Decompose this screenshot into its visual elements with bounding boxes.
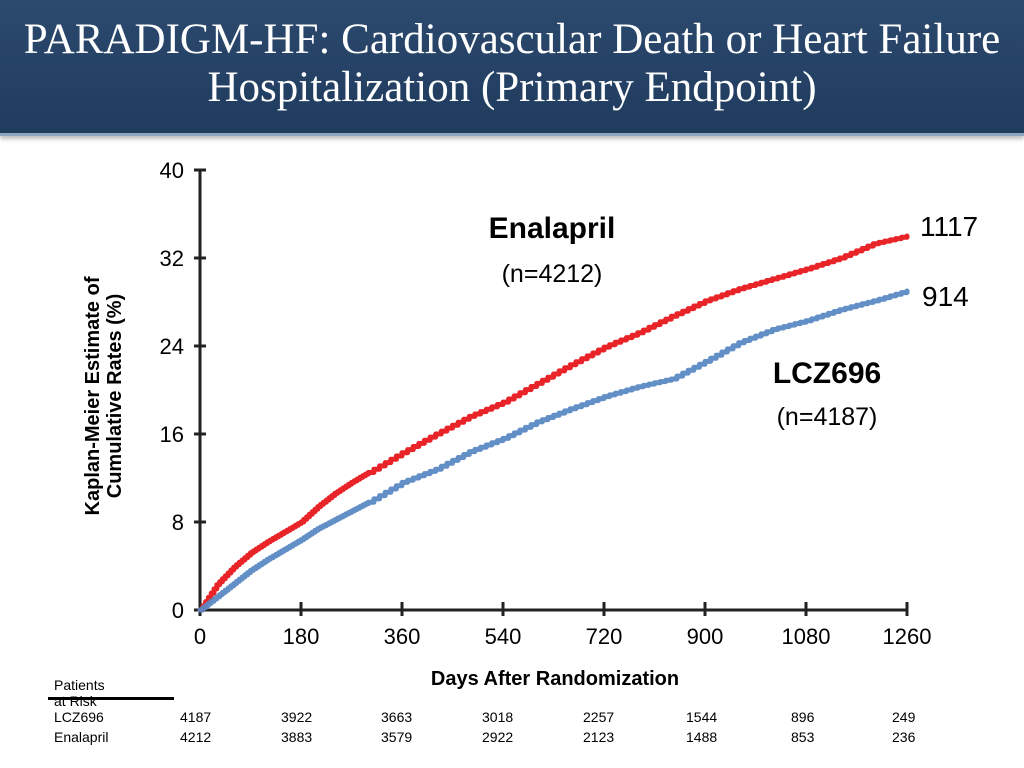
y-tick-label: 16 — [160, 422, 184, 447]
risk-table-title: Patients at Risk — [54, 677, 105, 709]
risk-table-underline — [48, 697, 174, 700]
enalapril-n-label: (n=4212) — [502, 260, 603, 288]
lcz696-line — [197, 288, 910, 613]
x-tick-label: 1080 — [782, 624, 831, 649]
x-tick-label: 0 — [194, 624, 206, 649]
x-tick-label: 720 — [586, 624, 623, 649]
x-tick-label: 1260 — [883, 624, 932, 649]
risk-cell: 4212 — [180, 729, 212, 745]
y-tick-label: 24 — [160, 334, 184, 359]
risk-cell: 3922 — [281, 709, 313, 725]
risk-cell: 1544 — [686, 709, 718, 725]
x-axis-label: Days After Randomization — [431, 668, 679, 690]
x-tick-label: 540 — [485, 624, 522, 649]
risk-cell: 853 — [791, 729, 815, 745]
risk-row-label: LCZ696 — [54, 709, 104, 725]
risk-cell: 236 — [892, 729, 916, 745]
y-tick-label: 40 — [160, 158, 184, 183]
enalapril-label: Enalapril — [489, 212, 616, 245]
risk-row-enalapril: Enalapril 4212 3883 3579 2922 2123 1488 … — [0, 729, 1024, 747]
y-axis-label: Kaplan-Meier Estimate ofCumulative Rates… — [82, 276, 126, 515]
risk-cell: 3579 — [381, 729, 413, 745]
risk-cell: 3883 — [281, 729, 313, 745]
risk-cell: 249 — [892, 709, 916, 725]
risk-cell: 4187 — [180, 709, 212, 725]
enalapril-end-label: 1117 — [920, 211, 978, 242]
risk-row-lcz696: LCZ696 4187 3922 3663 3018 2257 1544 896… — [0, 709, 1024, 727]
y-tick-label: 0 — [172, 598, 184, 623]
lcz696-end-label: 914 — [922, 281, 969, 312]
lcz696-n-label: (n=4187) — [777, 403, 878, 431]
risk-cell: 2922 — [482, 729, 514, 745]
risk-cell: 2123 — [583, 729, 615, 745]
x-tick-label: 360 — [384, 624, 421, 649]
risk-cell: 3663 — [381, 709, 413, 725]
risk-cell: 3018 — [482, 709, 514, 725]
enalapril-line — [197, 233, 910, 613]
risk-cell: 2257 — [583, 709, 615, 725]
risk-cell: 896 — [791, 709, 815, 725]
risk-cell: 1488 — [686, 729, 718, 745]
y-tick-label: 32 — [160, 246, 184, 271]
x-tick-label: 900 — [687, 624, 724, 649]
slide-header: PARADIGM-HF: Cardiovascular Death or Hea… — [0, 0, 1024, 136]
slide-title: PARADIGM-HF: Cardiovascular Death or Hea… — [23, 16, 1001, 111]
lcz696-label: LCZ696 — [773, 357, 881, 390]
risk-row-label: Enalapril — [54, 729, 109, 745]
y-tick-label: 8 — [172, 510, 184, 535]
x-tick-label: 180 — [283, 624, 320, 649]
